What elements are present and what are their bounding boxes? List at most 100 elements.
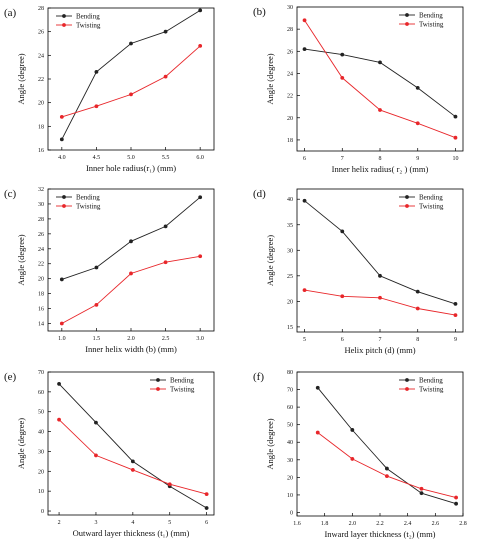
data-point-bending bbox=[315, 385, 320, 390]
y-tick-label: 0 bbox=[41, 509, 44, 515]
y-tick-label: 30 bbox=[287, 248, 293, 254]
data-point-twisting bbox=[378, 295, 382, 300]
data-point-bending bbox=[59, 277, 64, 282]
x-tick-label: 1.6 bbox=[293, 521, 301, 527]
y-tick-label: 40 bbox=[287, 440, 293, 446]
y-tick-label: 22 bbox=[287, 94, 293, 100]
x-tick-label: 2.0 bbox=[127, 336, 135, 342]
data-point-twisting bbox=[198, 43, 203, 48]
legend-marker bbox=[156, 387, 160, 391]
x-tick-label: 3.0 bbox=[196, 336, 204, 342]
panel-label: (d) bbox=[253, 188, 266, 200]
y-tick-label: 24 bbox=[38, 53, 44, 59]
legend-entry: Twisting bbox=[76, 203, 101, 211]
data-point-bending bbox=[340, 52, 345, 57]
x-tick-label: 9 bbox=[454, 337, 457, 343]
panel-label: (c) bbox=[4, 188, 17, 200]
chart-panel-5: (e) 0 10 20 30 40 50 60 70 2 3 4 5 6 Outward layer thi… bbox=[4, 370, 215, 538]
y-tick-label: 26 bbox=[287, 49, 293, 55]
y-tick-label: 40 bbox=[287, 197, 293, 203]
plot-frame bbox=[47, 7, 215, 151]
data-point-twisting bbox=[59, 321, 64, 326]
x-tick-label: 1.5 bbox=[93, 336, 101, 342]
series-line-bending bbox=[304, 48, 456, 118]
data-point-twisting bbox=[59, 114, 64, 119]
x-tick-label: 1.0 bbox=[58, 336, 66, 342]
y-tick-label: 60 bbox=[287, 405, 293, 411]
data-point-bending bbox=[59, 137, 64, 142]
legend-entry: Bending bbox=[419, 194, 443, 202]
y-tick-label: 50 bbox=[287, 423, 293, 429]
plot-frame bbox=[296, 371, 464, 517]
y-tick-label: 0 bbox=[290, 510, 293, 516]
y-tick-label: 26 bbox=[38, 30, 44, 36]
data-point-twisting bbox=[350, 457, 355, 461]
x-tick-label: 8 bbox=[416, 337, 419, 343]
data-point-bending bbox=[204, 506, 209, 510]
data-point-bending bbox=[129, 41, 133, 46]
y-tick-label: 24 bbox=[38, 247, 44, 253]
data-point-bending bbox=[302, 198, 307, 203]
data-point-bending bbox=[453, 114, 458, 119]
y-tick-label: 28 bbox=[287, 27, 293, 33]
x-tick-label: 2.5 bbox=[162, 336, 170, 342]
legend-marker bbox=[156, 378, 160, 382]
data-point-bending bbox=[350, 428, 355, 432]
data-point-bending bbox=[94, 265, 99, 270]
y-tick-label: 26 bbox=[38, 232, 44, 238]
x-tick-label: 2.4 bbox=[404, 521, 412, 527]
y-tick-label: 35 bbox=[287, 223, 293, 229]
data-point-twisting bbox=[378, 108, 382, 112]
data-point-twisting bbox=[167, 482, 172, 487]
y-tick-label: 60 bbox=[38, 390, 44, 396]
chart-panel-1: (a) 16 18 20 22 24 26 28 4.0 4.5 5.0 5.5 6.0 Inner ho… bbox=[4, 6, 215, 173]
data-point-twisting bbox=[94, 104, 99, 109]
y-tick-label: 80 bbox=[287, 370, 293, 376]
legend-marker bbox=[405, 387, 409, 391]
x-tick-label: 5.5 bbox=[162, 155, 170, 161]
data-point-twisting bbox=[198, 254, 203, 259]
y-tick-label: 50 bbox=[38, 410, 44, 416]
legend-marker bbox=[62, 204, 66, 208]
legend-entry: Twisting bbox=[170, 386, 195, 394]
y-tick-label: 16 bbox=[38, 307, 44, 313]
series-line-twisting bbox=[61, 45, 201, 118]
data-point-bending bbox=[419, 491, 424, 496]
chart-panel-2: (b) 18 20 22 24 26 28 30 6 7 8 9 10 Inner helix radiu… bbox=[253, 5, 464, 174]
series-line-twisting bbox=[317, 432, 457, 499]
data-point-twisting bbox=[129, 271, 133, 276]
data-point-bending bbox=[198, 8, 203, 13]
panel-label: (b) bbox=[253, 6, 266, 18]
data-point-bending bbox=[163, 29, 168, 34]
data-point-twisting bbox=[454, 495, 458, 500]
legend-entry: Bending bbox=[419, 377, 443, 385]
data-point-bending bbox=[129, 239, 133, 244]
y-tick-label: 20 bbox=[38, 277, 44, 283]
y-axis-label: Angle (degree) bbox=[265, 418, 275, 469]
series-line-bending bbox=[58, 383, 207, 509]
chart-panel-6: (f) 0 10 20 30 40 50 60 70 80 1.6 1.8 2.0 2.2 2.4 2.6 2.… bbox=[253, 370, 467, 539]
x-tick-label: 3 bbox=[94, 520, 97, 526]
legend-entry: Twisting bbox=[419, 386, 444, 394]
x-axis-label: Outward layer thickness (t₁) (mm) bbox=[73, 528, 190, 538]
data-point-bending bbox=[94, 70, 99, 74]
data-point-bending bbox=[94, 420, 98, 425]
data-point-bending bbox=[454, 501, 458, 506]
chart-panel-4: (d) 15 20 25 30 35 40 5 6 7 8 9 Helix pitch (d) (mm)… bbox=[253, 188, 464, 355]
data-point-twisting bbox=[163, 74, 168, 79]
series-line-bending bbox=[304, 200, 456, 305]
y-tick-label: 20 bbox=[38, 469, 44, 475]
data-point-bending bbox=[302, 47, 307, 51]
y-tick-label: 40 bbox=[38, 430, 44, 436]
x-axis-label: Inner helix width (b) (mm) bbox=[85, 344, 177, 354]
data-point-bending bbox=[378, 60, 382, 65]
legend-marker bbox=[62, 195, 66, 199]
x-tick-label: 2.6 bbox=[432, 521, 440, 527]
panel-label: (a) bbox=[4, 7, 17, 19]
data-point-twisting bbox=[453, 135, 458, 140]
panel-label: (f) bbox=[253, 371, 264, 383]
x-tick-label: 6 bbox=[341, 337, 344, 343]
x-tick-label: 2 bbox=[58, 520, 61, 526]
x-tick-label: 2.8 bbox=[459, 521, 467, 527]
x-tick-label: 4 bbox=[131, 520, 134, 526]
